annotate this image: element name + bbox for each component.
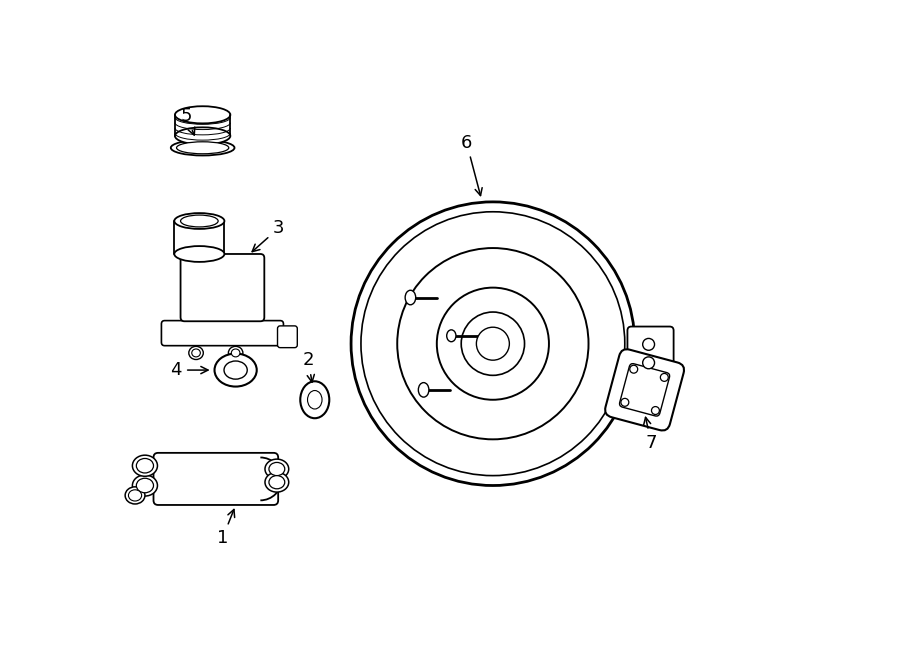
Ellipse shape	[137, 479, 154, 492]
Ellipse shape	[405, 290, 416, 305]
Ellipse shape	[132, 455, 157, 477]
Ellipse shape	[175, 246, 224, 262]
FancyBboxPatch shape	[277, 326, 297, 348]
Circle shape	[361, 212, 625, 476]
Circle shape	[461, 312, 525, 375]
Ellipse shape	[630, 366, 638, 373]
Ellipse shape	[175, 106, 230, 124]
Ellipse shape	[308, 391, 322, 409]
Ellipse shape	[661, 373, 669, 381]
Ellipse shape	[132, 475, 157, 496]
Ellipse shape	[269, 476, 284, 488]
Circle shape	[476, 327, 509, 360]
Text: 2: 2	[302, 351, 314, 382]
Ellipse shape	[224, 361, 248, 379]
Ellipse shape	[214, 354, 256, 387]
FancyBboxPatch shape	[181, 254, 265, 321]
Ellipse shape	[265, 473, 289, 492]
Ellipse shape	[175, 128, 230, 145]
Text: 1: 1	[217, 510, 235, 547]
Ellipse shape	[265, 459, 289, 479]
Text: 4: 4	[170, 361, 208, 379]
Ellipse shape	[231, 349, 240, 357]
Ellipse shape	[446, 330, 456, 342]
Ellipse shape	[129, 490, 141, 501]
Ellipse shape	[621, 399, 629, 407]
FancyBboxPatch shape	[627, 327, 673, 381]
Text: 6: 6	[461, 134, 482, 196]
Ellipse shape	[189, 346, 203, 360]
Text: 5: 5	[180, 107, 194, 135]
Ellipse shape	[181, 215, 218, 227]
Ellipse shape	[269, 463, 284, 476]
Text: 7: 7	[644, 417, 657, 451]
FancyBboxPatch shape	[619, 364, 670, 416]
Ellipse shape	[192, 349, 201, 357]
Ellipse shape	[652, 407, 660, 414]
FancyBboxPatch shape	[161, 321, 284, 346]
Circle shape	[643, 338, 654, 350]
Ellipse shape	[176, 142, 229, 154]
Ellipse shape	[137, 459, 154, 473]
Ellipse shape	[171, 140, 235, 155]
Ellipse shape	[301, 381, 329, 418]
FancyBboxPatch shape	[605, 349, 684, 430]
Ellipse shape	[229, 346, 243, 360]
Circle shape	[397, 248, 589, 440]
Ellipse shape	[175, 213, 224, 229]
Ellipse shape	[418, 383, 429, 397]
Circle shape	[643, 357, 654, 369]
Circle shape	[351, 202, 634, 486]
Text: 3: 3	[252, 219, 284, 252]
Ellipse shape	[125, 487, 145, 504]
Circle shape	[436, 288, 549, 400]
FancyBboxPatch shape	[154, 453, 278, 505]
